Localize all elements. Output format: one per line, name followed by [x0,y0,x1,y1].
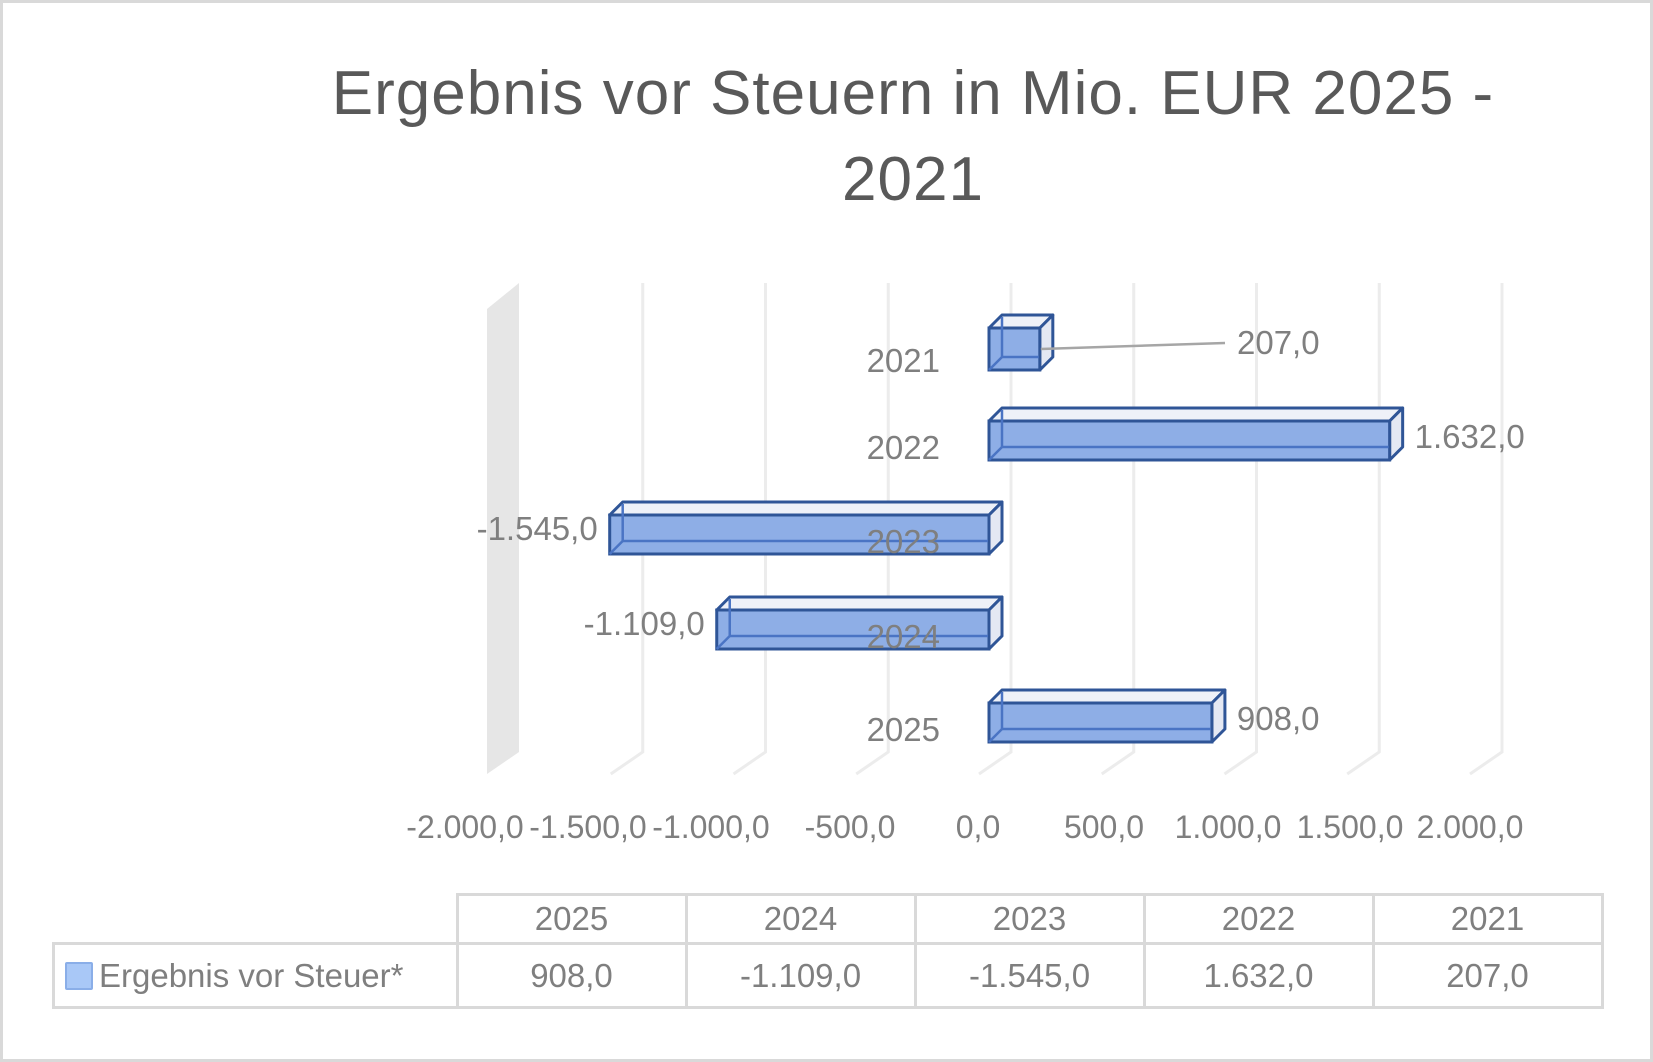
data-label: 1.632,0 [1414,417,1525,455]
legend-label: Ergebnis vor Steuer* [99,956,404,994]
category-label: 2025 [866,710,940,748]
x-tick-label: -2.000,0 [406,809,524,845]
gridline [732,283,767,776]
bar-top-face [608,500,1004,517]
leader-line [1040,341,1226,351]
bar-front-face [987,419,1392,462]
data-label: -1.545,0 [476,509,598,547]
data-table-cell: 207,0 [1371,942,1604,1009]
bar-top-face [987,406,1405,423]
data-table-cell: 1.632,0 [1142,942,1375,1009]
data-table-header-cell: 2022 [1142,893,1375,945]
category-label: 2021 [866,342,940,379]
bar-top-face [987,688,1227,705]
x-tick-label: 1.000,0 [1174,809,1282,845]
bar-inner-edge [608,540,624,555]
x-tick-label: 2.000,0 [1416,809,1524,845]
data-table-cell: 908,0 [455,942,688,1009]
data-table-header-cell: 2021 [1371,893,1604,945]
x-tick-label: 0,0 [955,809,1001,845]
legend-key-icon [65,961,93,990]
x-tick-label: -1.000,0 [652,809,770,845]
gridline [1469,283,1504,776]
bar-front-face [608,513,991,556]
chart-title-line-2: 2021 [842,145,984,214]
category-label: 2022 [866,428,940,466]
bar-inner-edge [988,446,1003,461]
x-tick-label: -1.500,0 [529,809,647,845]
data-table-header-cell: 2024 [684,893,917,945]
bar-inner-edge [988,356,1003,371]
data-label: 207,0 [1237,324,1320,361]
data-table-row: Ergebnis vor Steuer* 908,0 -1.109,0 -1.5… [52,942,1604,1009]
x-tick-label: 500,0 [1063,809,1145,845]
bar-front-face [715,608,991,651]
x-tick-label: 1.500,0 [1296,809,1404,845]
data-table-header-cell: 2023 [913,893,1146,945]
data-label: -1.109,0 [583,604,705,642]
back-wall [487,283,519,774]
bar-inner-edge [988,728,1003,743]
category-label: 2023 [866,522,940,560]
gridline [609,283,645,776]
legend-entry: Ergebnis vor Steuer* [52,942,459,1009]
data-table: 2025 2024 2023 2022 2021 Ergebnis vor St… [52,893,1604,1009]
data-table-cell: -1.545,0 [913,942,1146,1009]
bar-top-face [715,595,1004,612]
bar-front-face [987,701,1214,744]
data-table-cell: -1.109,0 [684,942,917,1009]
data-table-header-cell: 2025 [455,893,688,945]
bar-inner-edge [715,635,731,650]
data-label: 908,0 [1236,699,1320,737]
data-table-corner [53,894,459,945]
gridline [1346,283,1381,776]
x-tick-label: -500,0 [804,809,896,845]
chart-title-line-1: Ergebnis vor Steuern in Mio. EUR 2025 - [331,59,1495,128]
category-label: 2024 [866,617,940,655]
data-table-header-row: 2025 2024 2023 2022 2021 [53,893,1604,945]
gridline [855,283,890,776]
